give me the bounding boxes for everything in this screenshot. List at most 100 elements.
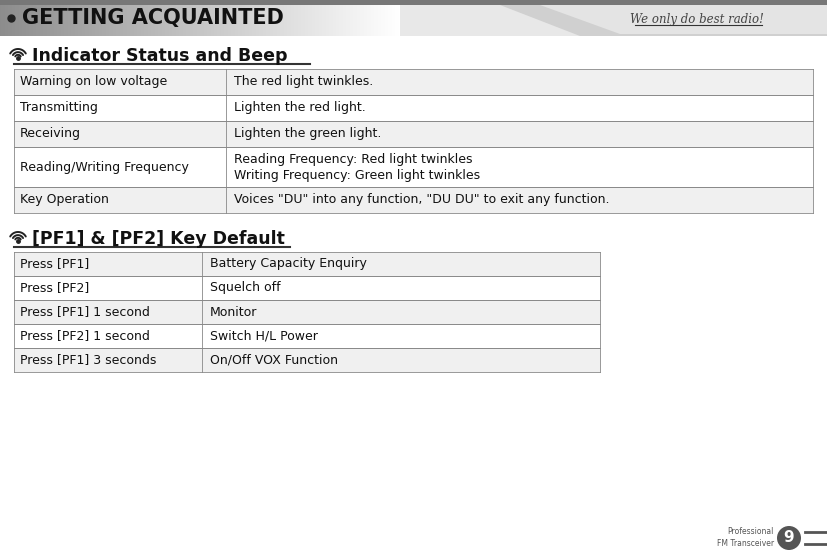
Text: Writing Frequency: Green light twinkles: Writing Frequency: Green light twinkles (234, 168, 480, 181)
Bar (170, 0, 171, 36)
Bar (44, 0, 45, 36)
Bar (336, 0, 337, 36)
Bar (63, 0, 64, 36)
Bar (48, 0, 49, 36)
Bar (251, 0, 252, 36)
Bar (365, 0, 366, 36)
Bar (306, 0, 307, 36)
Bar (62, 0, 63, 36)
Bar (106, 0, 107, 36)
Bar (177, 0, 178, 36)
Bar (342, 0, 343, 36)
Bar (374, 0, 375, 36)
Bar (262, 0, 263, 36)
Bar (14, 0, 15, 36)
Bar (6, 0, 7, 36)
Bar (195, 0, 196, 36)
Bar (254, 0, 255, 36)
Bar (172, 0, 173, 36)
Bar (24, 0, 25, 36)
Bar (99, 0, 100, 36)
Bar (201, 0, 202, 36)
Bar (333, 0, 334, 36)
Bar (252, 0, 253, 36)
Bar (242, 0, 243, 36)
Bar (341, 0, 342, 36)
Bar (116, 0, 117, 36)
Bar (290, 0, 291, 36)
Bar (150, 0, 151, 36)
Bar (354, 0, 355, 36)
Bar (300, 0, 301, 36)
Text: The red light twinkles.: The red light twinkles. (234, 76, 373, 88)
Bar (318, 0, 319, 36)
Bar (89, 0, 90, 36)
Bar (14, 187, 813, 213)
Text: Battery Capacity Enquiry: Battery Capacity Enquiry (209, 257, 366, 271)
Bar (83, 0, 84, 36)
Bar (151, 0, 152, 36)
Bar (49, 0, 50, 36)
Bar (305, 0, 306, 36)
Bar (217, 0, 218, 36)
Bar (276, 0, 277, 36)
Bar (304, 0, 305, 36)
Bar (30, 0, 31, 36)
Bar (50, 0, 51, 36)
Text: FM Transceiver: FM Transceiver (717, 539, 774, 549)
Bar (154, 0, 155, 36)
Bar (223, 0, 224, 36)
Bar (235, 0, 236, 36)
Bar (339, 0, 340, 36)
Bar (14, 95, 813, 121)
Text: Press [PF2]: Press [PF2] (20, 281, 89, 295)
Bar (387, 0, 388, 36)
Bar (4, 0, 5, 36)
Bar (34, 0, 35, 36)
Bar (189, 0, 190, 36)
Bar (326, 0, 327, 36)
Bar (232, 0, 233, 36)
Bar (73, 0, 74, 36)
Bar (231, 0, 232, 36)
Bar (279, 0, 280, 36)
Bar (77, 0, 78, 36)
Bar (281, 0, 282, 36)
Bar (243, 0, 244, 36)
Bar (57, 0, 58, 36)
Bar (230, 0, 231, 36)
Bar (135, 0, 136, 36)
Bar (14, 348, 600, 372)
Bar (59, 0, 60, 36)
Bar (25, 0, 26, 36)
Bar (352, 0, 353, 36)
Bar (293, 0, 294, 36)
Bar (0, 0, 1, 36)
Bar (117, 0, 118, 36)
Text: Warning on low voltage: Warning on low voltage (20, 76, 167, 88)
Bar (155, 0, 156, 36)
Bar (37, 0, 38, 36)
Bar (373, 0, 374, 36)
Bar (355, 0, 356, 36)
Bar (35, 0, 36, 36)
Text: Key Operation: Key Operation (20, 193, 109, 206)
Bar (17, 0, 18, 36)
Bar (312, 0, 313, 36)
Bar (267, 0, 268, 36)
Bar (367, 0, 368, 36)
Bar (208, 0, 209, 36)
Text: Lighten the red light.: Lighten the red light. (234, 102, 366, 115)
Bar (311, 0, 312, 36)
Bar (54, 0, 55, 36)
Bar (199, 0, 200, 36)
Bar (347, 0, 348, 36)
Bar (74, 0, 75, 36)
Bar (368, 0, 369, 36)
Bar (91, 0, 92, 36)
Bar (278, 0, 279, 36)
Bar (92, 0, 93, 36)
Bar (86, 0, 87, 36)
Bar (32, 0, 33, 36)
Bar (348, 0, 349, 36)
